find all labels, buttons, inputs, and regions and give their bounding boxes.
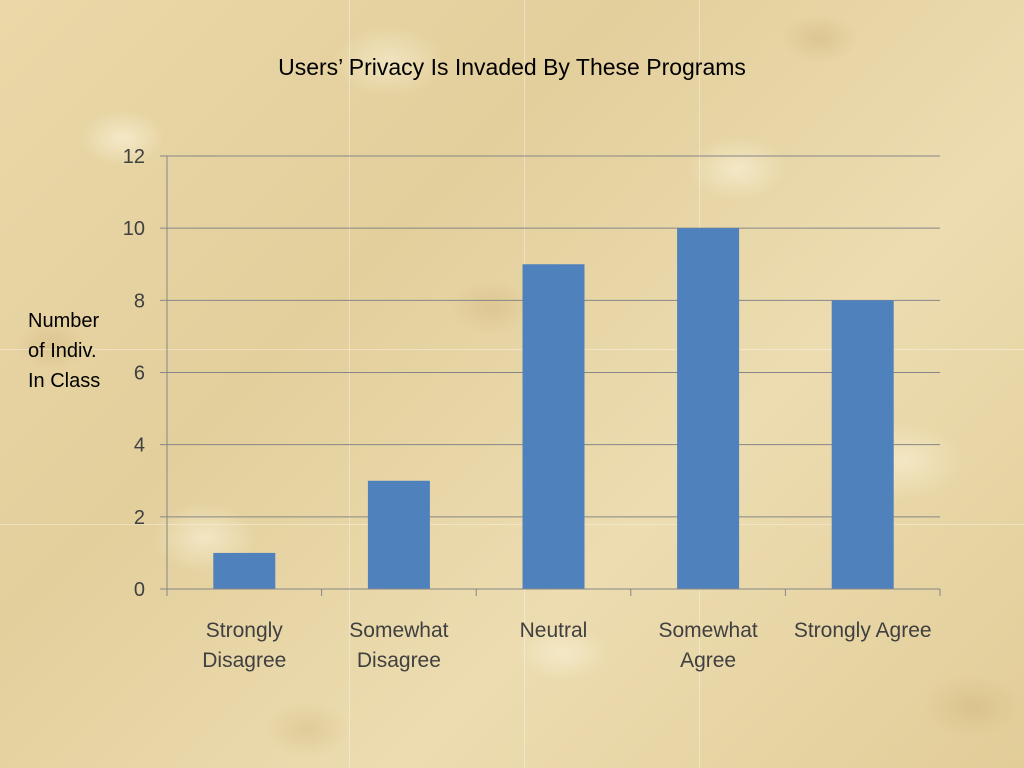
y-axis-title-line-3: In Class [28,370,101,392]
x-category-label-3-line-1: Agree [680,649,736,672]
bar-1 [367,480,430,589]
x-category-label-3-line-0: Somewhat [658,619,757,642]
x-category-label-2-line-0: Neutral [520,619,588,642]
y-tick-label-8: 8 [134,290,145,312]
y-tick-label-12: 12 [123,146,145,168]
background-seam-vertical-1 [349,0,350,768]
axis-labels: 0 2 4 6 8 10 12 Strongly Disagree Somewhat Disagre… [123,146,932,672]
x-category-label-1-line-1: Disagree [357,649,441,672]
bar-2 [522,264,585,589]
background-seam-horizontal-2 [0,524,1024,525]
bar-4 [831,300,894,589]
bar-3 [677,228,740,589]
x-category-label-0-line-1: Disagree [202,649,286,672]
y-axis-title-line-2: of Indiv. [28,340,97,362]
bar-0 [213,552,276,589]
x-category-label-1-line-0: Somewhat [349,619,448,642]
y-tick-label-4: 4 [134,435,145,457]
y-axis-title: Number of Indiv. In Class [28,306,100,396]
y-tick-label-6: 6 [134,363,145,385]
axes [160,155,941,596]
bars [213,228,894,589]
x-category-label-4-line-0: Strongly Agree [794,619,932,642]
y-tick-label-2: 2 [134,507,145,529]
chart-title: Users’ Privacy Is Invaded By These Progr… [278,54,746,80]
x-category-label-0-line-0: Strongly [206,619,284,642]
background-seam-horizontal-1 [0,349,1024,350]
y-tick-label-0: 0 [134,579,145,601]
y-axis-title-line-1: Number [28,310,100,332]
y-tick-label-10: 10 [123,218,145,240]
